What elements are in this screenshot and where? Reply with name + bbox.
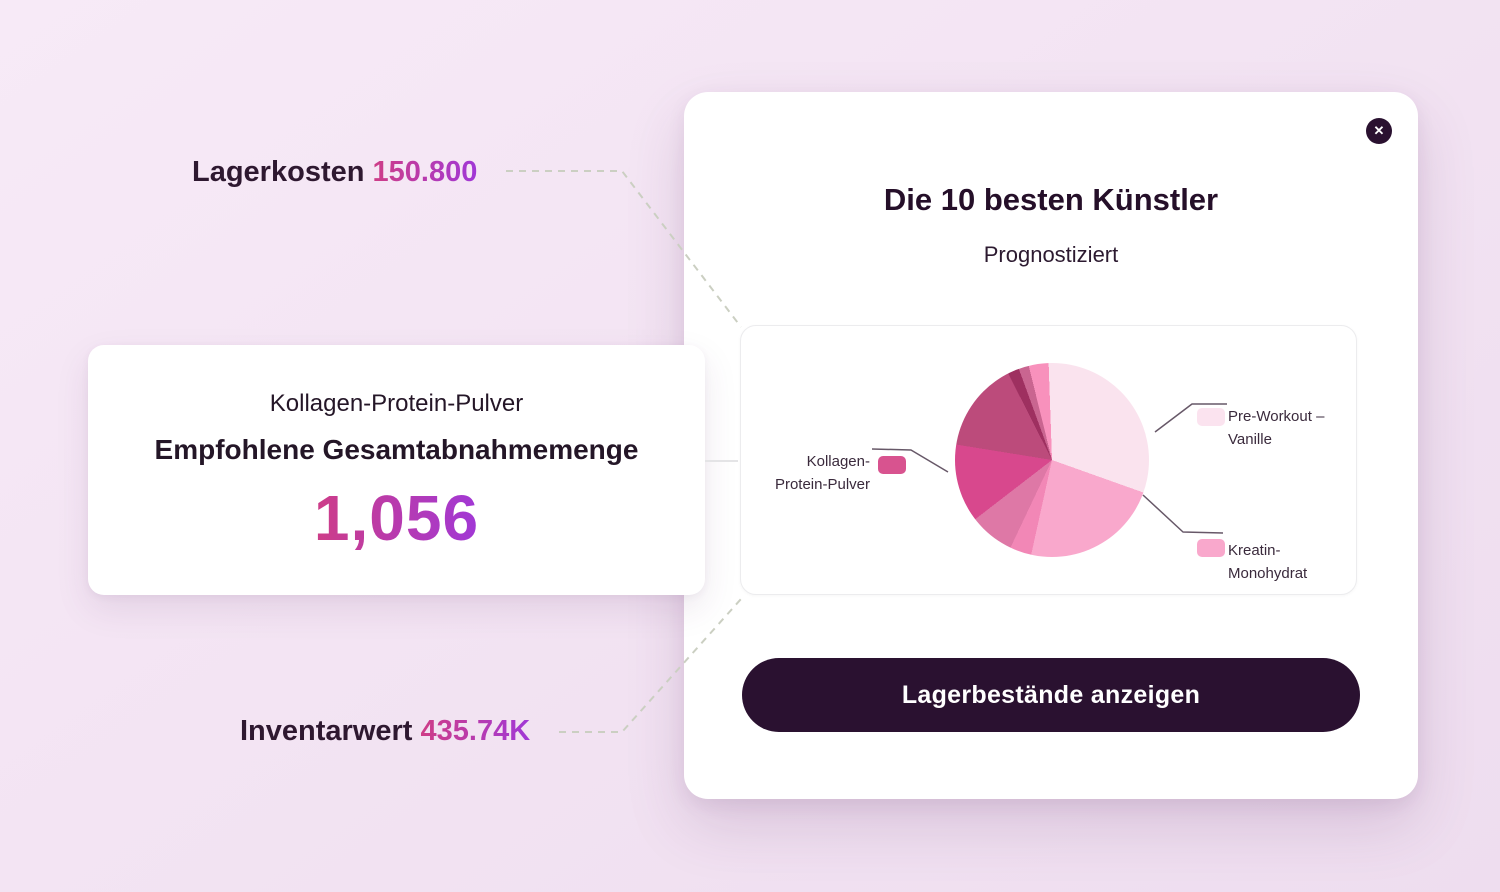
stat-lagerkosten-label: Lagerkosten bbox=[192, 156, 365, 188]
show-inventory-button[interactable]: Lagerbestände anzeigen bbox=[742, 658, 1360, 732]
modal-subtitle: Prognostiziert bbox=[983, 242, 1119, 267]
summary-metric-label: Empfohlene Gesamtabnahmemenge bbox=[154, 434, 639, 465]
callout-preworkout: Pre-Workout – Vanille bbox=[1228, 406, 1353, 451]
callout-kollagen-line1: Kollagen- bbox=[806, 453, 870, 470]
close-button[interactable]: ✕ bbox=[1366, 118, 1392, 144]
callout-kreatin: Kreatin- Monohydrat bbox=[1228, 540, 1353, 585]
callout-kreatin-line2: Monohydrat bbox=[1228, 564, 1308, 582]
callout-kreatin-line1: Kreatin- bbox=[1228, 542, 1281, 559]
callout-preworkout-swatch bbox=[1197, 408, 1225, 426]
modal-title: Die 10 besten Künstler bbox=[883, 182, 1219, 217]
forecast-modal: ✕ Die 10 besten Künstler Prognostiziert … bbox=[684, 92, 1418, 799]
callout-kreatin-swatch bbox=[1197, 539, 1225, 557]
callout-kollagen-swatch bbox=[878, 456, 906, 474]
pie-chart-card: Kollagen- Protein-Pulver Pre-Workout – V… bbox=[740, 325, 1357, 595]
show-inventory-button-label: Lagerbestände anzeigen bbox=[901, 680, 1201, 709]
summary-card: Kollagen-Protein-Pulver Empfohlene Gesam… bbox=[88, 345, 705, 595]
callout-preworkout-line2: Vanille bbox=[1228, 430, 1272, 448]
stat-inventarwert: Inventarwert 435.74K bbox=[240, 715, 530, 748]
stat-lagerkosten: Lagerkosten 150.800 bbox=[192, 156, 477, 189]
stat-lagerkosten-value: 150.800 bbox=[372, 156, 478, 188]
stat-inventarwert-label: Inventarwert bbox=[240, 715, 413, 747]
callout-preworkout-line1: Pre-Workout – bbox=[1228, 408, 1325, 425]
summary-product-name: Kollagen-Protein-Pulver bbox=[269, 390, 524, 417]
callout-kollagen: Kollagen- Protein-Pulver bbox=[755, 451, 870, 496]
summary-value: 1,056 bbox=[313, 482, 480, 554]
callout-kollagen-line2: Protein-Pulver bbox=[774, 475, 870, 493]
stat-inventarwert-value: 435.74K bbox=[420, 715, 531, 747]
pie-chart[interactable] bbox=[955, 363, 1149, 557]
close-icon: ✕ bbox=[1373, 123, 1385, 138]
